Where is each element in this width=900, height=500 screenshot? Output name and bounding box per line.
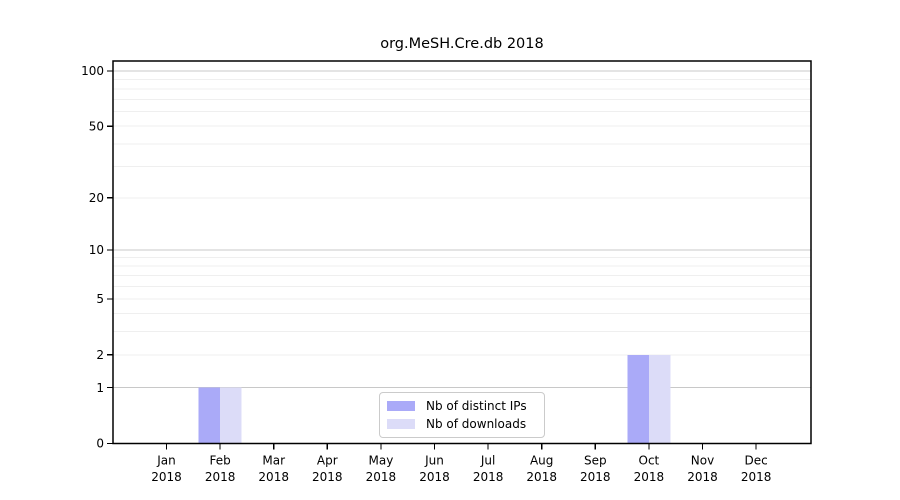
bar-downloads-oct: [648, 354, 671, 444]
legend: Nb of distinct IPs Nb of downloads: [379, 392, 545, 438]
y-tick-label: 5: [96, 292, 104, 306]
legend-label-downloads: Nb of downloads: [426, 416, 527, 431]
x-tick-label-year: 2018: [151, 470, 182, 484]
x-tick-label-month: Apr: [317, 454, 338, 468]
x-tick-label-month: Oct: [639, 454, 660, 468]
x-tick-label-month: Sep: [584, 454, 607, 468]
x-tick-label-month: Jun: [424, 454, 444, 468]
x-tick-label-month: Jan: [156, 454, 176, 468]
x-tick-label-year: 2018: [366, 470, 397, 484]
x-tick-label-month: Aug: [530, 454, 553, 468]
x-tick-label-year: 2018: [473, 470, 504, 484]
plot-border: [112, 60, 812, 445]
x-tick-label-year: 2018: [419, 470, 450, 484]
x-tick-label-year: 2018: [580, 470, 611, 484]
y-tick-label: 50: [89, 119, 104, 133]
x-tick-label-month: Nov: [691, 454, 714, 468]
x-tick-label-month: May: [368, 454, 393, 468]
bar-distinct-ips-feb: [198, 387, 221, 444]
y-tick-label: 2: [96, 348, 104, 362]
x-tick-label-month: Jul: [480, 454, 495, 468]
x-tick-label-year: 2018: [312, 470, 343, 484]
legend-label-distinct-ips: Nb of distinct IPs: [426, 399, 527, 414]
legend-item-downloads: Nb of downloads: [387, 417, 537, 431]
y-tick-label: 100: [81, 64, 104, 78]
bar-downloads-feb: [220, 387, 242, 444]
x-tick-label-month: Feb: [209, 454, 230, 468]
x-tick-label-year: 2018: [526, 470, 557, 484]
legend-swatch-downloads: [387, 418, 415, 429]
y-tick-label: 1: [96, 381, 104, 395]
y-tick-label: 10: [89, 243, 104, 257]
y-tick-label: 20: [89, 191, 104, 205]
x-tick-label-year: 2018: [205, 470, 236, 484]
x-tick-label-year: 2018: [258, 470, 289, 484]
legend-swatch-distinct-ips: [387, 401, 415, 412]
y-tick-label: 0: [96, 437, 104, 451]
chart-title: org.MeSH.Cre.db 2018: [380, 36, 544, 52]
x-tick-label-month: Mar: [262, 454, 285, 468]
legend-item-distinct-ips: Nb of distinct IPs: [387, 399, 537, 413]
x-tick-label-year: 2018: [741, 470, 772, 484]
x-tick-label-year: 2018: [634, 470, 665, 484]
x-tick-label-month: Dec: [744, 454, 767, 468]
bar-distinct-ips-oct: [627, 354, 649, 444]
x-tick-label-year: 2018: [687, 470, 718, 484]
